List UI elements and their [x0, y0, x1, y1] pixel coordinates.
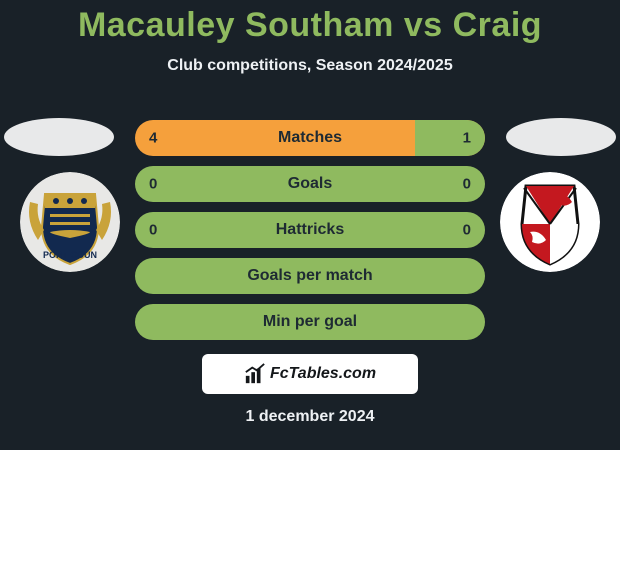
crest-right-icon — [500, 172, 600, 272]
comparison-bars: Matches 4 1 Goals 0 0 Hattricks 0 0 Goals per mat… — [135, 120, 485, 350]
bar-right-value: 0 — [463, 176, 471, 193]
page-title: Macauley Southam vs Craig — [0, 6, 620, 45]
bar-left-value: 0 — [149, 222, 157, 239]
comparison-card: Macauley Southam vs Craig Club competiti… — [0, 0, 620, 450]
club-crest-right — [500, 172, 600, 272]
brand-text: FcTables.com — [270, 365, 376, 383]
subtitle: Club competitions, Season 2024/2025 — [0, 57, 620, 75]
bar-label: Min per goal — [263, 313, 357, 331]
bar-label: Hattricks — [276, 221, 344, 239]
svg-text:PORT COUN: PORT COUN — [43, 250, 97, 260]
player-right-placeholder — [506, 118, 616, 156]
bar-label: Matches — [278, 129, 342, 147]
brand-badge: FcTables.com — [202, 354, 418, 394]
stat-bar: Matches 4 1 — [135, 120, 485, 156]
bar-right-value: 1 — [463, 130, 471, 147]
stat-bar: Hattricks 0 0 — [135, 212, 485, 248]
club-crest-left: PORT COUN — [20, 172, 120, 272]
bar-left-value: 4 — [149, 130, 157, 147]
bar-label: Goals per match — [247, 267, 372, 285]
chart-icon — [244, 363, 266, 385]
stat-bar: Goals 0 0 — [135, 166, 485, 202]
date-text: 1 december 2024 — [246, 408, 375, 426]
bar-left-value: 0 — [149, 176, 157, 193]
stat-bar: Min per goal — [135, 304, 485, 340]
bar-right-value: 0 — [463, 222, 471, 239]
stat-bar: Goals per match — [135, 258, 485, 294]
bar-right-fill — [415, 120, 485, 156]
bar-label: Goals — [288, 175, 332, 193]
player-left-placeholder — [4, 118, 114, 156]
crest-left-icon: PORT COUN — [20, 172, 120, 272]
